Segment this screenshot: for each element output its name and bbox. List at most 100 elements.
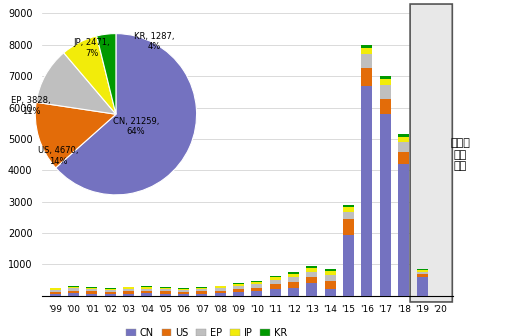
Bar — [306, 277, 317, 283]
Wedge shape — [36, 53, 116, 114]
Bar — [380, 99, 391, 114]
Bar — [68, 288, 79, 291]
Bar — [288, 272, 299, 274]
Bar — [306, 272, 317, 277]
Bar — [178, 290, 189, 292]
Bar — [288, 288, 299, 296]
Bar — [343, 205, 354, 207]
Bar — [214, 288, 226, 291]
Bar — [343, 219, 354, 235]
Bar — [104, 292, 115, 294]
Bar — [398, 164, 409, 296]
Bar — [178, 294, 189, 296]
Bar — [68, 287, 79, 288]
Bar — [343, 212, 354, 219]
Bar — [178, 289, 189, 290]
Bar — [214, 293, 226, 296]
Bar — [306, 268, 317, 272]
Bar — [251, 282, 262, 284]
Bar — [416, 272, 427, 275]
Bar — [325, 271, 336, 276]
Bar — [362, 54, 373, 68]
Bar — [362, 48, 373, 54]
Bar — [123, 291, 134, 294]
Bar — [233, 292, 244, 296]
Bar — [86, 289, 97, 291]
Bar — [141, 286, 152, 287]
Bar — [270, 280, 281, 284]
Bar — [214, 286, 226, 288]
Wedge shape — [64, 36, 116, 114]
Bar — [50, 292, 61, 294]
Bar — [160, 289, 171, 291]
Bar — [380, 114, 391, 296]
FancyBboxPatch shape — [410, 4, 452, 302]
Bar — [380, 76, 391, 79]
Bar — [288, 282, 299, 288]
Bar — [380, 79, 391, 85]
Bar — [362, 86, 373, 296]
Text: KR, 1287,
4%: KR, 1287, 4% — [134, 32, 175, 51]
Bar — [68, 293, 79, 296]
Bar — [380, 85, 391, 99]
Bar — [178, 292, 189, 294]
Bar — [233, 289, 244, 292]
Bar — [86, 287, 97, 288]
Wedge shape — [56, 34, 197, 195]
Bar — [86, 288, 97, 289]
Bar — [233, 283, 244, 284]
Bar — [104, 290, 115, 292]
Bar — [68, 291, 79, 293]
Text: 미공개
특허
존재: 미공개 특허 존재 — [451, 138, 471, 171]
Bar — [251, 281, 262, 282]
Bar — [50, 290, 61, 292]
Bar — [251, 284, 262, 288]
Bar — [233, 286, 244, 289]
Bar — [270, 276, 281, 277]
Bar — [325, 276, 336, 281]
Bar — [398, 142, 409, 152]
Bar — [141, 289, 152, 291]
Bar — [398, 137, 409, 142]
Bar — [160, 294, 171, 296]
Bar — [416, 278, 427, 296]
Wedge shape — [96, 34, 116, 114]
Bar — [306, 283, 317, 296]
Bar — [160, 287, 171, 288]
Bar — [398, 152, 409, 164]
Bar — [160, 291, 171, 294]
Bar — [123, 289, 134, 291]
Bar — [196, 289, 207, 291]
Bar — [123, 294, 134, 296]
Bar — [398, 134, 409, 137]
Bar — [288, 274, 299, 277]
Text: EP, 3828,
11%: EP, 3828, 11% — [12, 96, 51, 116]
Bar — [86, 291, 97, 294]
Bar — [178, 288, 189, 289]
Bar — [160, 288, 171, 289]
Bar — [196, 291, 207, 294]
Bar — [104, 294, 115, 296]
Bar — [270, 289, 281, 296]
Bar — [196, 287, 207, 288]
Bar — [416, 275, 427, 278]
Text: US, 4670,
14%: US, 4670, 14% — [37, 146, 78, 166]
Bar — [104, 289, 115, 290]
Bar — [50, 294, 61, 296]
Bar — [141, 287, 152, 289]
Legend: CN, US, EP, JP, KR: CN, US, EP, JP, KR — [122, 324, 291, 336]
Bar — [196, 294, 207, 296]
Bar — [325, 289, 336, 296]
Bar — [325, 281, 336, 289]
Bar — [416, 270, 427, 272]
Bar — [141, 293, 152, 296]
Bar — [233, 284, 244, 286]
Bar — [196, 288, 207, 289]
Bar — [343, 235, 354, 296]
Bar — [288, 277, 299, 282]
Bar — [86, 294, 97, 296]
Bar — [362, 45, 373, 48]
Bar — [141, 291, 152, 293]
Text: JP, 2471,
7%: JP, 2471, 7% — [73, 38, 110, 58]
Bar — [416, 269, 427, 270]
